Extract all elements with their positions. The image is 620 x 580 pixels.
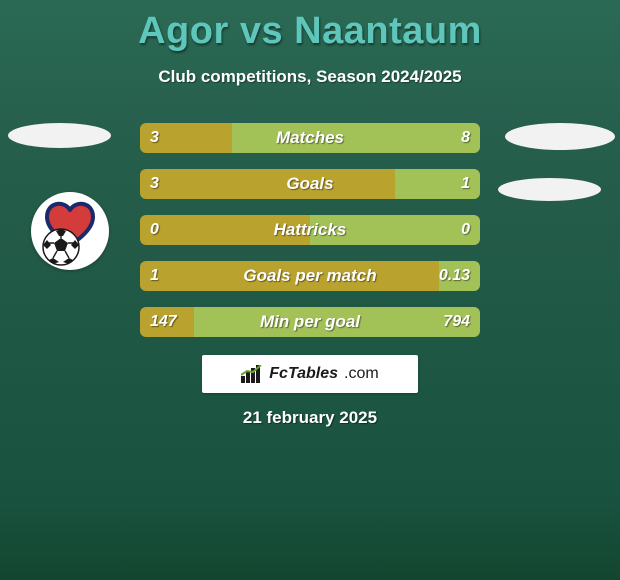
page-title: Agor vs Naantaum — [0, 0, 620, 53]
stat-label: Goals per match — [140, 261, 480, 291]
stat-left-value: 3 — [150, 123, 159, 153]
bars-icon — [241, 365, 263, 383]
brand-suffix: .com — [344, 365, 379, 383]
stat-label: Goals — [140, 169, 480, 199]
stat-right-value: 8 — [461, 123, 470, 153]
stat-label: Matches — [140, 123, 480, 153]
stat-label: Min per goal — [140, 307, 480, 337]
stat-right-value: 0.13 — [439, 261, 470, 291]
stat-right-value: 1 — [461, 169, 470, 199]
stat-row: Min per goal147 794 — [140, 307, 480, 337]
player1-name: Agor — [138, 10, 229, 52]
stat-right-value: 794 — [443, 307, 470, 337]
subtitle: Club competitions, Season 2024/2025 — [0, 67, 620, 87]
soccer-ball-icon — [43, 229, 79, 265]
stats-container: Matches38Goals31Hattricks00Goals per mat… — [140, 123, 480, 353]
player2-name: Naantaum — [294, 10, 482, 52]
stat-left-value: 3 — [150, 169, 159, 199]
stat-row: Matches3 8 — [140, 123, 480, 153]
stat-right-value: 0 — [461, 215, 470, 245]
stat-left-value: 1 — [150, 261, 159, 291]
stat-row: Goals per match1 0.13 — [140, 261, 480, 291]
brand-badge[interactable]: FcTables .com — [202, 355, 418, 393]
stat-row: Hattricks0 0 — [140, 215, 480, 245]
placeholder-oval-0 — [8, 123, 111, 148]
placeholder-oval-2 — [498, 178, 601, 201]
stat-label: Hattricks — [140, 215, 480, 245]
stat-left-value: 0 — [150, 215, 159, 245]
team-crest — [31, 192, 109, 270]
vs-text: vs — [240, 10, 283, 52]
stat-row: Goals3 1 — [140, 169, 480, 199]
date-text: 21 february 2025 — [0, 408, 620, 428]
placeholder-oval-1 — [505, 123, 615, 150]
brand-name: FcTables — [269, 365, 338, 383]
stat-left-value: 147 — [150, 307, 177, 337]
